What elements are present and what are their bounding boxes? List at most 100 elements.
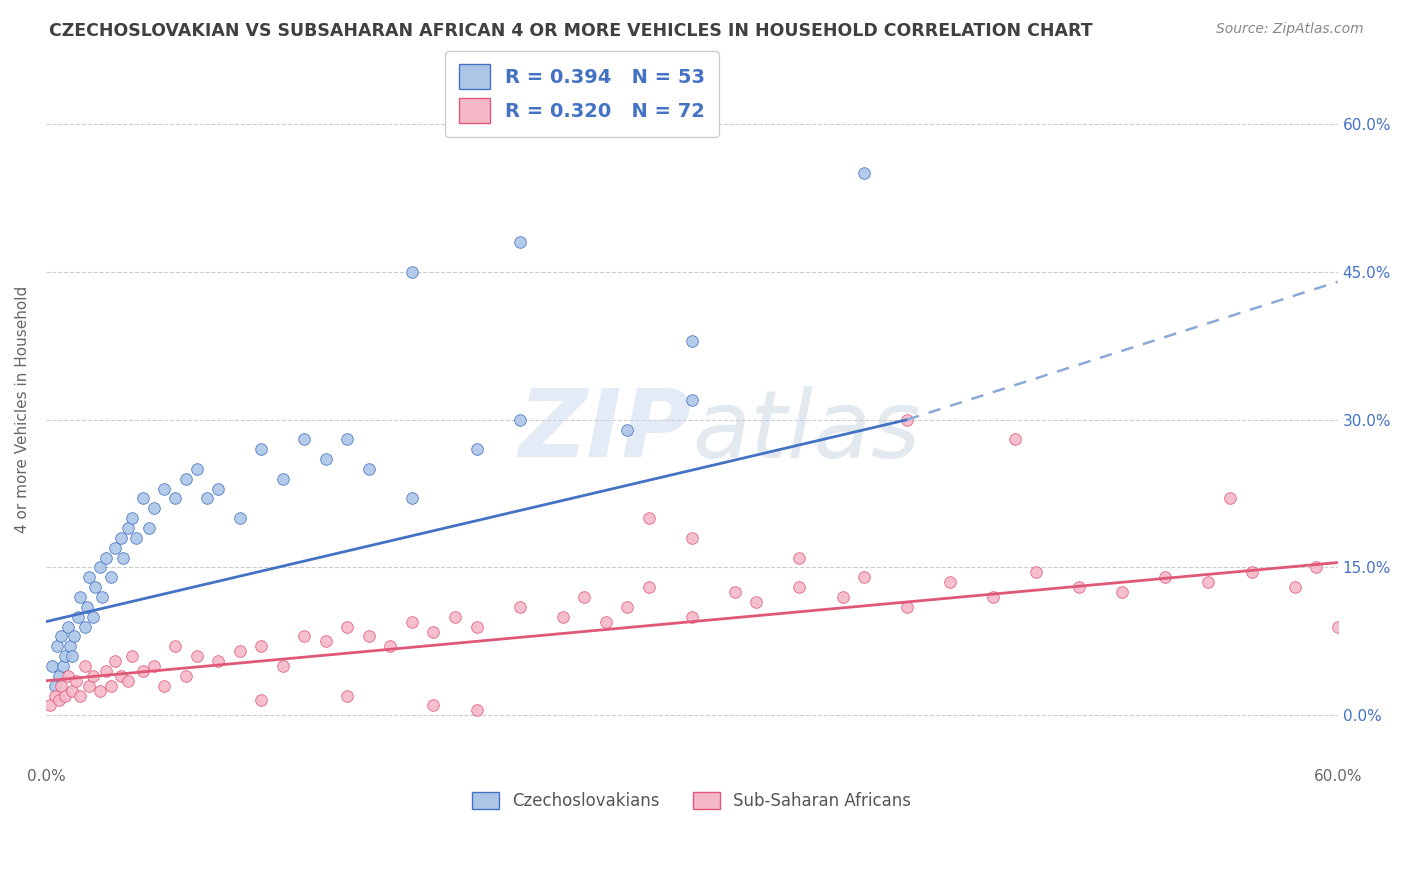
- Point: [73, 619, 96, 633]
- Point: [77, 679, 100, 693]
- Point: [125, 531, 148, 545]
- Point: [121, 649, 143, 664]
- Point: [67, 609, 90, 624]
- Point: [465, 619, 488, 633]
- Point: [165, 491, 187, 506]
- Point: [745, 595, 768, 609]
- Point: [153, 482, 176, 496]
- Point: [509, 599, 531, 614]
- Point: [186, 649, 208, 664]
- Point: [724, 585, 747, 599]
- Point: [831, 590, 853, 604]
- Point: [48, 693, 70, 707]
- Point: [981, 590, 1004, 604]
- Point: [117, 673, 139, 688]
- Point: [82, 609, 104, 624]
- Point: [60, 649, 83, 664]
- Point: [509, 235, 531, 250]
- Point: [422, 698, 444, 713]
- Point: [939, 575, 962, 590]
- Point: [207, 654, 229, 668]
- Point: [76, 599, 98, 614]
- Point: [1305, 560, 1327, 574]
- Point: [509, 412, 531, 426]
- Point: [53, 649, 76, 664]
- Point: [174, 669, 197, 683]
- Point: [401, 615, 423, 629]
- Point: [336, 433, 359, 447]
- Point: [117, 521, 139, 535]
- Point: [250, 442, 273, 457]
- Point: [48, 669, 70, 683]
- Point: [69, 689, 91, 703]
- Point: [228, 644, 250, 658]
- Point: [1069, 580, 1091, 594]
- Point: [142, 501, 165, 516]
- Point: [63, 629, 86, 643]
- Point: [228, 511, 250, 525]
- Y-axis label: 4 or more Vehicles in Household: 4 or more Vehicles in Household: [15, 286, 30, 533]
- Point: [1025, 566, 1047, 580]
- Point: [89, 683, 111, 698]
- Point: [207, 482, 229, 496]
- Point: [853, 166, 876, 180]
- Point: [110, 531, 132, 545]
- Point: [681, 334, 703, 348]
- Point: [59, 640, 82, 654]
- Point: [112, 550, 135, 565]
- Point: [315, 452, 337, 467]
- Point: [401, 265, 423, 279]
- Point: [357, 462, 380, 476]
- Point: [271, 659, 294, 673]
- Point: [142, 659, 165, 673]
- Point: [1154, 570, 1177, 584]
- Point: [52, 659, 75, 673]
- Point: [77, 570, 100, 584]
- Point: [69, 590, 91, 604]
- Point: [1284, 580, 1306, 594]
- Point: [165, 640, 187, 654]
- Point: [44, 679, 66, 693]
- Point: [681, 609, 703, 624]
- Point: [100, 679, 122, 693]
- Point: [60, 683, 83, 698]
- Point: [84, 580, 107, 594]
- Point: [56, 669, 79, 683]
- Point: [174, 472, 197, 486]
- Point: [336, 689, 359, 703]
- Point: [315, 634, 337, 648]
- Point: [41, 659, 63, 673]
- Text: ZIP: ZIP: [519, 385, 692, 477]
- Point: [551, 609, 574, 624]
- Point: [250, 640, 273, 654]
- Point: [422, 624, 444, 639]
- Point: [110, 669, 132, 683]
- Point: [89, 560, 111, 574]
- Point: [292, 629, 315, 643]
- Point: [197, 491, 219, 506]
- Point: [104, 541, 127, 555]
- Point: [1111, 585, 1133, 599]
- Point: [82, 669, 104, 683]
- Point: [465, 703, 488, 717]
- Point: [91, 590, 114, 604]
- Point: [39, 698, 62, 713]
- Point: [49, 629, 72, 643]
- Point: [681, 392, 703, 407]
- Point: [616, 423, 638, 437]
- Point: [96, 550, 118, 565]
- Point: [572, 590, 595, 604]
- Point: [681, 531, 703, 545]
- Point: [357, 629, 380, 643]
- Point: [271, 472, 294, 486]
- Point: [100, 570, 122, 584]
- Text: CZECHOSLOVAKIAN VS SUBSAHARAN AFRICAN 4 OR MORE VEHICLES IN HOUSEHOLD CORRELATIO: CZECHOSLOVAKIAN VS SUBSAHARAN AFRICAN 4 …: [49, 22, 1092, 40]
- Point: [186, 462, 208, 476]
- Point: [49, 679, 72, 693]
- Point: [250, 693, 273, 707]
- Point: [789, 580, 811, 594]
- Text: atlas: atlas: [692, 385, 920, 476]
- Point: [853, 570, 876, 584]
- Point: [65, 673, 87, 688]
- Point: [616, 599, 638, 614]
